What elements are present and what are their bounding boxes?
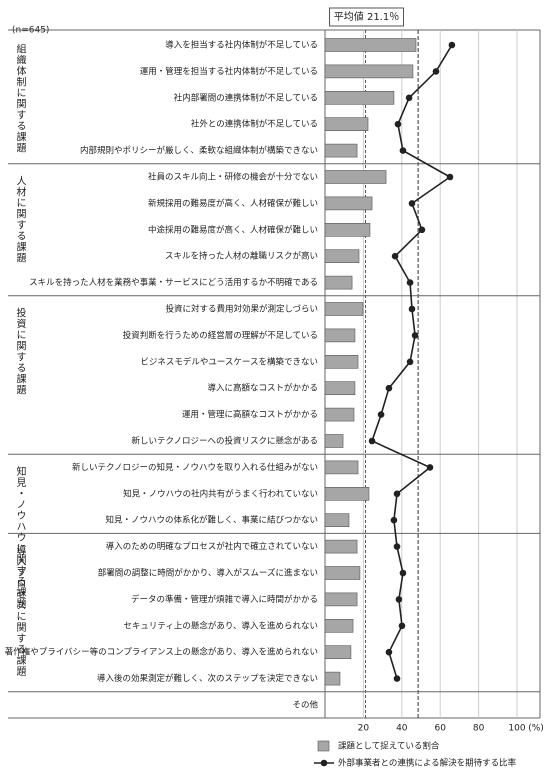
category-label: スキルを持った人材を業務や事業・サービスにどう活用するか不明確である	[29, 277, 318, 288]
line-marker	[385, 384, 393, 392]
line-marker	[394, 120, 402, 128]
category-label: 部署間の調整に時間がかかり、導入がスムーズに進まない	[98, 568, 318, 579]
line-marker	[446, 173, 454, 181]
line-marker	[399, 147, 407, 154]
line-marker	[399, 569, 407, 577]
category-label: 投資に対する費用対効果が測定しづらい	[166, 304, 319, 315]
line-marker	[390, 516, 398, 524]
group-label: 人材に関する課題	[14, 176, 26, 264]
x-tick-label: 80	[473, 724, 485, 734]
line-marker	[408, 305, 416, 313]
category-label: 新規採用の難易度が高く、人材確保が難しい	[148, 198, 318, 209]
bar	[324, 328, 356, 343]
x-tick-label: 100	[508, 724, 525, 734]
legend-swatch	[317, 740, 330, 752]
bar	[324, 539, 358, 554]
category-label: ビジネスモデルやユースケースを構築できない	[140, 356, 318, 367]
x-tick-label: 40	[396, 724, 408, 734]
legend-label: 外部事業者との連携による解決を期待する比率	[338, 758, 517, 769]
bar	[324, 170, 387, 184]
average-callout-box	[329, 7, 405, 27]
legend-label: 課題として捉えている割合	[338, 741, 440, 752]
bar	[324, 566, 361, 580]
category-label: データの準備・管理が煩雑で導入に時間がかかる	[131, 594, 318, 605]
group-label: 組織体制に関する課題	[14, 43, 26, 154]
line-marker	[448, 41, 456, 49]
bar	[324, 513, 350, 528]
category-label: 導入後の効果測定が難しく、次のステップを決定できない	[97, 673, 318, 684]
bar	[324, 671, 341, 686]
category-label: 新しいテクノロジーの知見・ノウハウを取り入れる仕組みがない	[72, 462, 318, 473]
line-marker	[432, 68, 440, 75]
category-label: 導入のための明確なプロセスが社内で確立されていない	[106, 541, 318, 552]
bar	[324, 407, 355, 422]
average-label: 平均値 21.1％	[334, 10, 399, 23]
bar	[324, 91, 395, 105]
line-marker	[395, 596, 403, 603]
group-label: 知見・ノウハウに関する課題	[14, 465, 26, 609]
category-label: 社外との連携体制が不足している	[191, 119, 318, 130]
category-label: 投資判断を行うための経営層の理解が不足している	[123, 330, 318, 341]
bar	[324, 354, 359, 369]
x-tick-label: 20	[358, 724, 370, 734]
line-marker	[368, 437, 376, 445]
bar	[324, 434, 344, 448]
x-unit: (%)	[528, 724, 544, 734]
legend-swatch-marker	[320, 759, 328, 767]
bar	[324, 381, 356, 396]
x-tick-label: 60	[434, 724, 446, 734]
category-label: 導入を担当する社内体制が不足している	[165, 40, 318, 51]
category-label: 社員のスキル向上・研修の機会が十分でない	[148, 172, 318, 183]
category-label: 社内部署間の連携体制が不足している	[174, 92, 318, 103]
category-label: 運用・管理を担当する社内体制が不足している	[140, 66, 318, 77]
line-marker	[393, 543, 401, 550]
bar	[324, 196, 373, 211]
bar	[324, 486, 370, 501]
group-label: 投資に関する課題	[14, 307, 26, 396]
category-label: 運用・管理に高額なコストがかかる	[182, 409, 318, 420]
bar	[324, 223, 371, 237]
category-label: スキルを持った人材の離職リスクが高い	[165, 251, 318, 262]
line-marker	[391, 252, 399, 260]
line-marker	[406, 358, 414, 366]
bar	[324, 460, 359, 475]
category-label: セキュリティ上の懸念があり、導入を進められない	[123, 620, 318, 631]
bar	[324, 117, 369, 131]
bar	[324, 618, 354, 633]
line-marker	[393, 675, 401, 682]
bar	[324, 38, 417, 52]
bar	[324, 302, 364, 316]
group-label: 導入プロセスに関する課題	[14, 544, 26, 677]
category-label: 内部規則やポリシーが厳しく、柔軟な組織体制が構築できない	[80, 145, 318, 156]
category-label: 知見・ノウハウの体系化が難しく、事業に結びつかない	[105, 515, 318, 526]
line-marker	[398, 622, 406, 630]
line-marker	[406, 279, 414, 286]
category-label: 新しいテクノロジーへの投資リスクに懸念がある	[132, 436, 319, 447]
category-label: 導入に高額なコストがかかる	[207, 383, 318, 394]
line-marker	[426, 464, 434, 471]
bar	[324, 143, 358, 158]
bar	[324, 64, 414, 79]
line-marker	[408, 200, 416, 207]
bar	[324, 592, 358, 607]
bar	[324, 275, 353, 290]
line-marker	[418, 226, 426, 234]
category-label: 知見・ノウハウの社内共有がうまく行われていない	[123, 488, 318, 499]
bar	[324, 249, 360, 263]
line-marker	[385, 648, 393, 656]
category-label: その他	[292, 700, 318, 711]
line-marker	[411, 332, 419, 339]
category-label: 著作権やプライバシー等のコンプライアンス上の懸念があり、導入を進められない	[5, 647, 318, 658]
line-marker	[393, 490, 401, 498]
category-label: 中途採用の難易度が高く、人材確保が難しい	[148, 224, 318, 235]
line-marker	[405, 94, 413, 102]
bar	[324, 645, 352, 660]
line-marker	[377, 411, 385, 418]
